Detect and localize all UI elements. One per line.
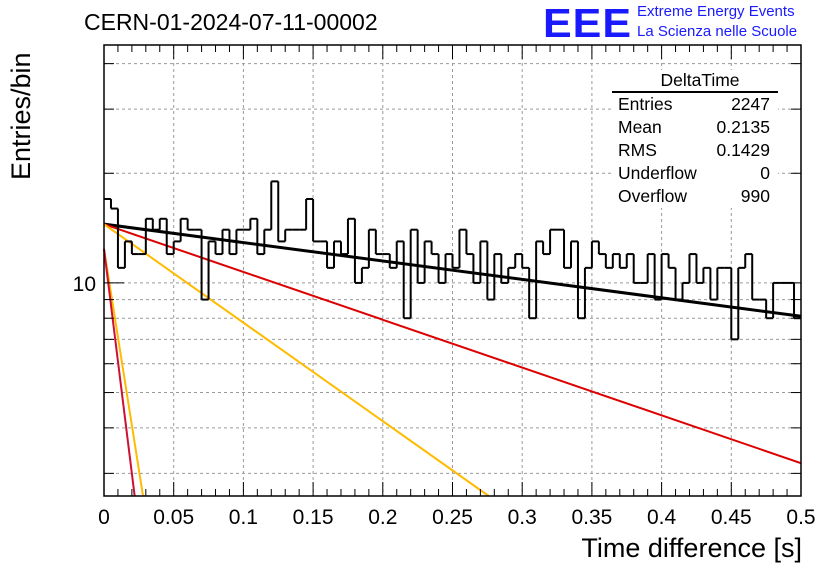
stats-label: Underflow — [618, 163, 697, 183]
stats-row-entries: Entries 2247 — [612, 93, 778, 116]
stats-value: 0 — [760, 163, 770, 183]
stats-title: DeltaTime — [612, 70, 778, 93]
stats-row-underflow: Underflow 0 — [612, 162, 778, 185]
x-tick-label: 0.2 — [368, 506, 397, 529]
x-axis-label: Time difference [s] — [581, 533, 802, 563]
x-tick-label: 0.45 — [711, 506, 752, 529]
x-tick-label: 0.35 — [571, 506, 612, 529]
stats-label: Mean — [618, 117, 662, 137]
x-tick-label: 0.3 — [508, 506, 537, 529]
stats-label: RMS — [618, 140, 657, 160]
fit-line-0 — [103, 222, 802, 318]
logo-subtitle-line2: La Scienza nelle Scuole — [637, 23, 798, 40]
y-tick-label: 10 — [73, 273, 96, 296]
x-tick-label: 0.15 — [293, 506, 334, 529]
stats-value: 2247 — [731, 94, 770, 114]
stats-label: Overflow — [618, 186, 688, 206]
y-axis-label: Entries/bin — [6, 52, 36, 180]
eee-logo: EEE — [543, 1, 633, 47]
logo-subtitle-line1: Extreme Energy Events — [637, 3, 795, 20]
x-tick-label: 0 — [98, 506, 110, 529]
x-tick-label: 0.5 — [786, 506, 815, 529]
fit-lines — [103, 222, 802, 497]
fit-line-2 — [103, 223, 490, 497]
fit-line-3 — [103, 248, 145, 497]
stats-value: 990 — [740, 186, 770, 206]
x-tick-label: 0.4 — [647, 506, 677, 529]
chart-title: CERN-01-2024-07-11-00002 — [84, 9, 378, 35]
stats-row-mean: Mean 0.2135 — [612, 116, 778, 139]
x-tick-label: 0.25 — [432, 506, 473, 529]
stats-row-rms: RMS 0.1429 — [612, 139, 778, 162]
histogram-bars — [104, 180, 801, 341]
stats-box: DeltaTime Entries 2247 Mean 0.2135 RMS 0… — [612, 70, 778, 208]
stats-value: 0.1429 — [716, 140, 770, 160]
grid-lines — [104, 45, 801, 496]
stats-label: Entries — [618, 94, 673, 114]
stats-row-overflow: Overflow 990 — [612, 185, 778, 208]
tick-labels: 0 0.05 0.1 0.15 0.2 0.25 0.3 0.35 0.4 0.45 0.5 10 — [73, 273, 816, 529]
fit-line-4 — [103, 248, 136, 497]
axis-ticks — [103, 45, 802, 496]
fit-line-1 — [103, 223, 802, 465]
x-tick-label: 0.1 — [229, 506, 258, 529]
x-tick-label: 0.05 — [153, 506, 194, 529]
stats-value: 0.2135 — [716, 117, 770, 137]
